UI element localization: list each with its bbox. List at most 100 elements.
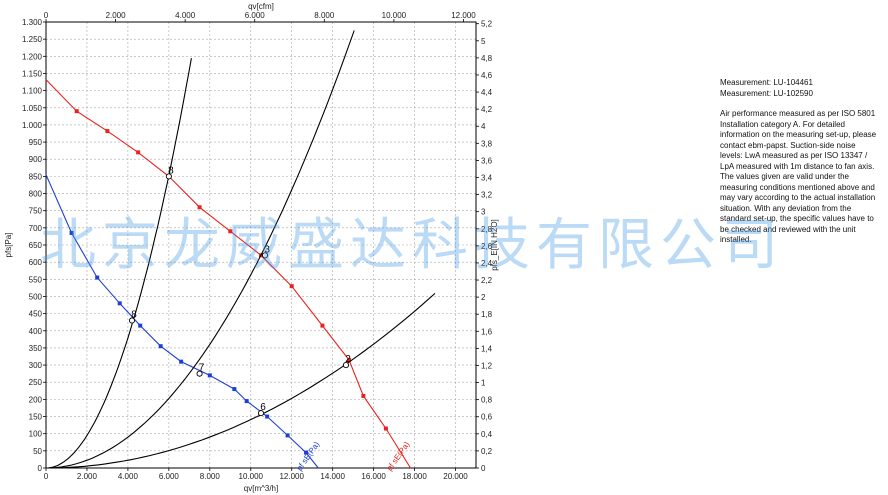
series-line-0 <box>45 79 411 469</box>
series-marker-0 <box>320 323 325 328</box>
x-bottom-tick-label: 2.000 <box>77 472 98 481</box>
x-top-tick-label: 4.000 <box>175 11 196 20</box>
operating-point <box>196 370 203 377</box>
note-line: contact ebm-papst. Suction-side noise <box>720 140 856 150</box>
series-marker-0 <box>105 129 110 134</box>
y-left-tick-label: 600 <box>29 258 43 267</box>
y-left-tick-label: 1.000 <box>22 121 43 130</box>
y-right-tick-label: 3,6 <box>481 156 493 165</box>
note-line: Air performance measured as per ISO 5801 <box>720 109 876 118</box>
operating-point <box>342 362 350 369</box>
x-bottom-axis-title: qv[m^3/h] <box>244 484 278 493</box>
series-marker-0 <box>347 357 352 362</box>
y-right-tick-label: 2,2 <box>481 276 493 285</box>
y-left-tick-label: 1.300 <box>22 18 43 27</box>
x-bottom-tick-label: 4.000 <box>118 472 139 481</box>
x-top-axis-title: qv[cfm] <box>248 2 274 11</box>
y-right-tick-label: 2,6 <box>481 242 493 251</box>
series-marker-1 <box>304 450 309 455</box>
y-left-tick-label: 450 <box>29 310 43 319</box>
y-left-tick-label: 750 <box>29 207 43 216</box>
x-bottom-tick-label: 10.000 <box>239 472 264 481</box>
y-right-tick-label: 0,4 <box>481 430 493 439</box>
y-left-tick-label: 350 <box>29 344 43 353</box>
y-right-tick-label: 4,6 <box>481 71 493 80</box>
y-right-tick-label: 1 <box>481 379 486 388</box>
x-bottom-tick-label: 0 <box>44 472 49 481</box>
operating-point <box>257 410 265 417</box>
operating-point <box>165 173 172 180</box>
y-left-tick-label: 1.050 <box>22 104 43 113</box>
y-left-tick-label: 150 <box>29 413 43 422</box>
x-top-tick-label: 2.000 <box>106 11 127 20</box>
series-marker-0 <box>74 109 79 114</box>
series-marker-0 <box>228 229 233 234</box>
note-line: LpA measured with 1m distance to fan axi… <box>720 161 875 171</box>
y-right-tick-label: 1,4 <box>481 344 493 353</box>
note-line: levels: LwA measured as per ISO 13347 / <box>720 151 868 160</box>
y-left-tick-label: 250 <box>29 378 43 387</box>
series-line-2 <box>45 58 192 469</box>
y-left-tick-label: 500 <box>29 292 43 301</box>
y-right-tick-label: 4,8 <box>481 54 493 63</box>
series-marker-0 <box>136 150 141 155</box>
y-right-tick-label: 2,8 <box>481 225 493 234</box>
x-bottom-tick-label: 20.000 <box>443 472 468 481</box>
y-right-tick-label: 4,4 <box>481 88 493 97</box>
note-line: information on the measuring set-up, ple… <box>720 130 877 139</box>
series-marker-1 <box>95 275 100 280</box>
x-bottom-tick-label: 16.000 <box>361 472 386 481</box>
series-marker-0 <box>289 284 294 289</box>
y-right-tick-label: 5,2 <box>481 20 493 29</box>
y-right-tick-label: 2 <box>481 293 486 302</box>
y-left-tick-label: 550 <box>29 275 43 284</box>
series-marker-1 <box>244 399 249 404</box>
operating-point-label: 2 <box>345 354 351 365</box>
series-marker-0 <box>361 393 366 398</box>
series-marker-0 <box>197 205 202 210</box>
x-bottom-tick-label: 6.000 <box>159 472 180 481</box>
series-marker-0 <box>383 426 388 431</box>
series-marker-1 <box>179 359 184 364</box>
operating-point-label: 6 <box>260 402 266 413</box>
measurement-id-2: Measurement: LU-102590 <box>720 88 813 98</box>
y-left-tick-label: 650 <box>29 241 43 250</box>
x-bottom-tick-label: 14.000 <box>320 472 345 481</box>
y-left-tick-label: 0 <box>38 464 43 473</box>
operating-point <box>128 317 136 324</box>
note-line: The values given are valid under the <box>720 172 849 181</box>
x-top-tick-label: 6.000 <box>245 11 266 20</box>
y-right-tick-label: 3,2 <box>481 191 493 200</box>
note-line: situation. With any deviation from the <box>720 203 852 213</box>
y-right-tick-label: 2,4 <box>481 259 493 268</box>
y-left-tick-label: 900 <box>29 155 43 164</box>
y-left-tick-label: 950 <box>29 138 43 147</box>
x-top-tick-label: 0 <box>44 11 49 20</box>
y-right-tick-label: 1,2 <box>481 361 493 370</box>
y-right-tick-label: 3,8 <box>481 139 493 148</box>
y-right-tick-label: 4 <box>481 122 486 131</box>
series-line-4 <box>46 292 436 469</box>
measurement-description: Air performance measured as per ISO 5801… <box>720 109 885 246</box>
series-marker-1 <box>207 373 212 378</box>
operating-point-label: 3 <box>264 244 270 255</box>
y-right-tick-label: 4,2 <box>481 105 493 114</box>
note-line: be checked and reviewed with the unit <box>720 224 856 234</box>
y-left-tick-label: 1.200 <box>22 52 43 61</box>
y-right-tick-label: 3 <box>481 208 486 217</box>
note-line: may vary according to the actual install… <box>720 193 876 202</box>
series-marker-1 <box>69 230 74 235</box>
note-line: installed. <box>720 235 752 244</box>
series-marker-1 <box>138 323 143 328</box>
series-line-3 <box>45 30 355 469</box>
y-left-tick-label: 400 <box>29 327 43 336</box>
y-left-axis-title: pfs[Pa] <box>4 233 13 258</box>
y-right-tick-label: 5 <box>481 37 486 46</box>
y-right-tick-label: 1,6 <box>481 327 493 336</box>
y-left-tick-label: 700 <box>29 224 43 233</box>
series-marker-1 <box>158 344 163 349</box>
y-left-tick-label: 100 <box>29 430 43 439</box>
y-left-tick-label: 50 <box>33 447 42 456</box>
measurement-id-1: Measurement: LU-104461 <box>720 78 813 87</box>
